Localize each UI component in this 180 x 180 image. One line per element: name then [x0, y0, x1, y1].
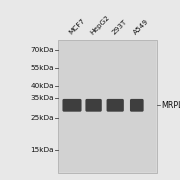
FancyBboxPatch shape	[130, 99, 144, 112]
Text: HepG2: HepG2	[89, 14, 111, 36]
Bar	[58, 40, 157, 173]
FancyBboxPatch shape	[86, 99, 102, 112]
Text: 25kDa: 25kDa	[30, 115, 54, 121]
Text: MCF7: MCF7	[68, 18, 86, 36]
Text: 70kDa: 70kDa	[30, 47, 54, 53]
Text: MRPL28: MRPL28	[161, 101, 180, 110]
Text: 40kDa: 40kDa	[30, 82, 54, 89]
FancyBboxPatch shape	[107, 99, 124, 112]
Text: 293T: 293T	[111, 19, 128, 36]
Text: 15kDa: 15kDa	[30, 147, 54, 153]
FancyBboxPatch shape	[62, 99, 82, 112]
Text: 35kDa: 35kDa	[30, 95, 54, 101]
Text: 55kDa: 55kDa	[30, 64, 54, 71]
Bar	[58, 40, 156, 172]
Text: A549: A549	[132, 18, 150, 36]
